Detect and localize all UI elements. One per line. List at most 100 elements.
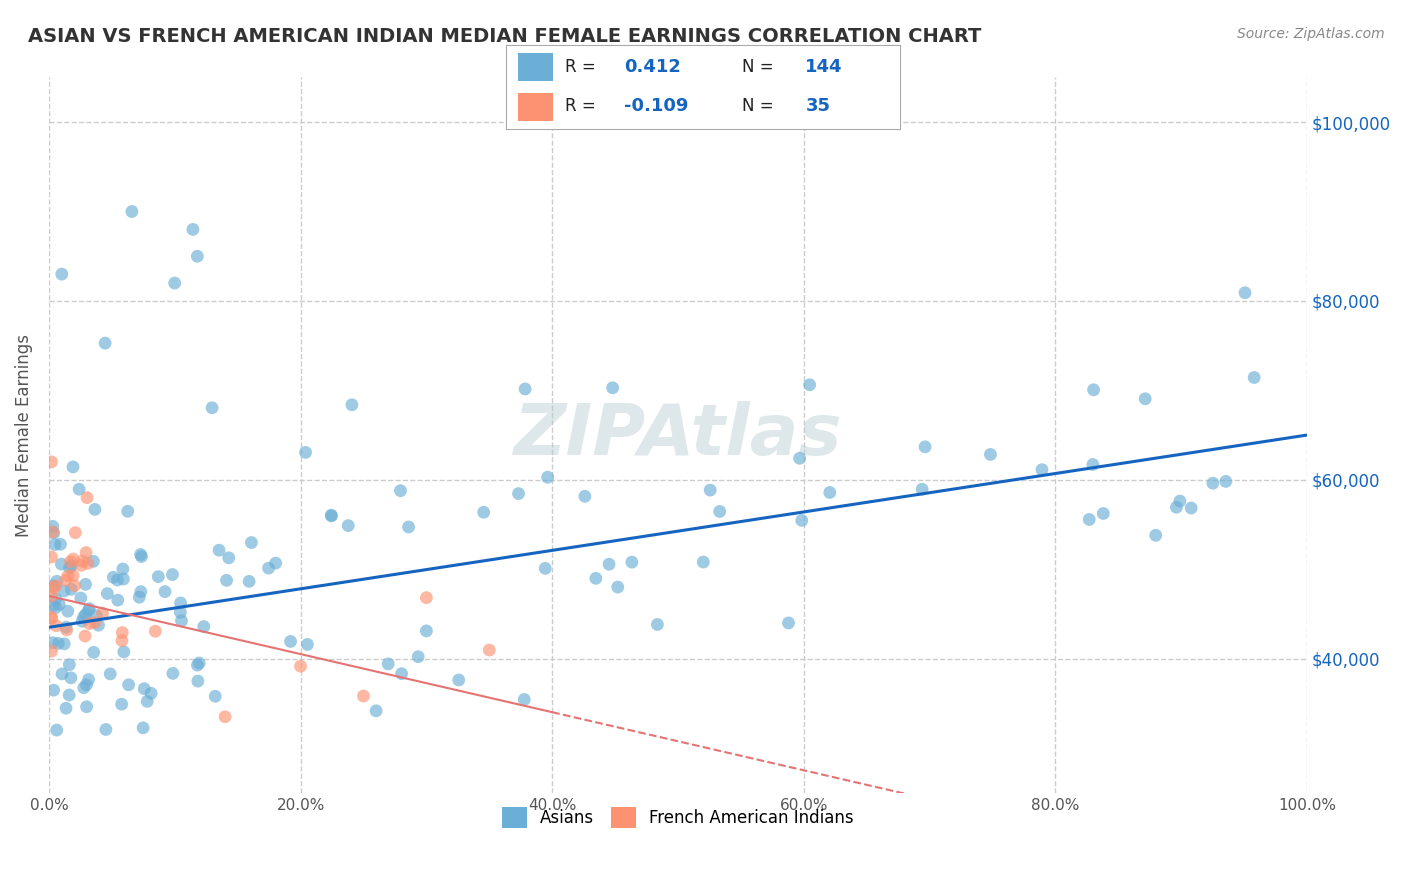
Point	[415, 624, 437, 638]
Point	[1215, 475, 1237, 489]
Point	[83, 502, 105, 516]
Point	[111, 697, 134, 711]
Point	[1144, 528, 1167, 542]
Point	[44, 538, 66, 552]
Point	[75, 546, 97, 560]
Point	[186, 658, 208, 673]
Point	[42, 524, 65, 539]
Point	[297, 637, 319, 651]
Point	[129, 548, 152, 562]
Point	[1078, 512, 1101, 526]
Point	[41, 455, 63, 469]
Point	[240, 535, 263, 549]
Point	[353, 689, 375, 703]
Point	[1202, 476, 1225, 491]
Point	[75, 678, 97, 692]
Point	[59, 671, 82, 685]
Point	[42, 526, 65, 541]
Point	[181, 222, 204, 236]
Point	[76, 491, 98, 505]
Point	[472, 505, 495, 519]
Point	[1083, 383, 1105, 397]
Point	[96, 586, 118, 600]
Point	[55, 573, 77, 587]
Point	[56, 568, 79, 582]
Text: -0.109: -0.109	[624, 97, 689, 115]
Point	[41, 549, 63, 564]
Point	[187, 674, 209, 689]
Point	[513, 382, 536, 396]
Point	[537, 470, 560, 484]
Point	[83, 645, 105, 659]
FancyBboxPatch shape	[517, 54, 554, 81]
Point	[131, 549, 153, 564]
Point	[534, 561, 557, 575]
Point	[1031, 463, 1053, 477]
Point	[94, 336, 117, 351]
Point	[1135, 392, 1157, 406]
Point	[75, 607, 97, 622]
Point	[69, 591, 91, 605]
Point	[72, 610, 94, 624]
Point	[1166, 500, 1188, 515]
Point	[134, 681, 156, 696]
Point	[58, 688, 80, 702]
Legend: Asians, French American Indians: Asians, French American Indians	[495, 801, 860, 834]
Point	[377, 657, 399, 671]
Point	[51, 557, 73, 571]
Point	[70, 554, 93, 568]
Point	[82, 554, 104, 568]
Point	[602, 381, 624, 395]
Point	[76, 557, 98, 571]
Point	[1233, 285, 1256, 300]
Point	[51, 267, 73, 281]
Point	[42, 519, 65, 533]
Point	[290, 659, 312, 673]
Point	[692, 555, 714, 569]
Point	[62, 459, 84, 474]
Point	[58, 657, 80, 672]
Point	[62, 552, 84, 566]
Point	[513, 692, 536, 706]
Point	[699, 483, 721, 497]
Point	[111, 562, 134, 576]
Point	[218, 550, 240, 565]
Point	[55, 620, 77, 634]
Point	[112, 645, 135, 659]
Point	[143, 624, 166, 639]
Point	[647, 617, 669, 632]
Point	[1180, 501, 1202, 516]
Text: N =: N =	[742, 59, 773, 77]
Point	[51, 666, 73, 681]
Point	[63, 579, 86, 593]
Text: 0.412: 0.412	[624, 59, 681, 77]
Point	[778, 615, 800, 630]
Point	[148, 569, 170, 583]
Point	[46, 636, 69, 650]
Point	[979, 447, 1001, 461]
Point	[75, 629, 97, 643]
Point	[257, 561, 280, 575]
Point	[94, 723, 117, 737]
Point	[789, 451, 811, 466]
Point	[799, 377, 821, 392]
Point	[79, 601, 101, 615]
Point	[121, 204, 143, 219]
Point	[321, 508, 343, 523]
Point	[53, 584, 76, 599]
Point	[62, 568, 84, 582]
Point	[193, 620, 215, 634]
Y-axis label: Median Female Earnings: Median Female Earnings	[15, 334, 32, 537]
Point	[340, 398, 363, 412]
Point	[98, 667, 121, 681]
Point	[406, 649, 429, 664]
Point	[45, 600, 67, 615]
Point	[107, 593, 129, 607]
Point	[321, 508, 343, 523]
Point	[620, 555, 643, 569]
Point	[42, 579, 65, 593]
Text: R =: R =	[565, 59, 596, 77]
Point	[53, 637, 76, 651]
Text: 35: 35	[806, 97, 831, 115]
Point	[73, 681, 96, 695]
